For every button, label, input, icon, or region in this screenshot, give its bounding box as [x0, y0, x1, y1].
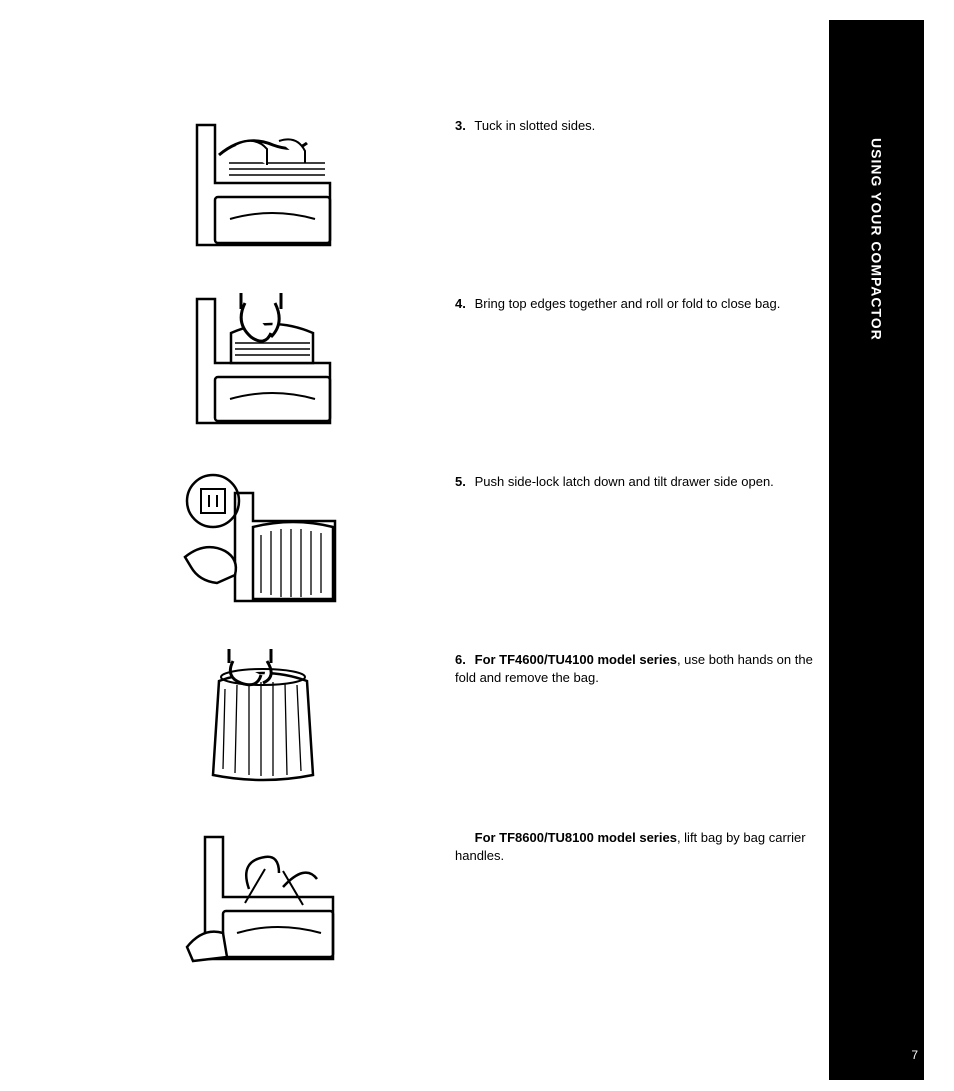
- page-number: 7: [911, 1048, 918, 1062]
- illustration-roll-edges: [175, 293, 350, 433]
- instruction-row: 6. For TF4600/TU4100 model series, use b…: [175, 649, 815, 789]
- illustration-lift-handles: [175, 827, 350, 967]
- step-number: 6.: [455, 651, 471, 669]
- illustration-side-lock: [175, 471, 350, 611]
- instruction-row: 4. Bring top edges together and roll or …: [175, 293, 815, 433]
- step-text: Tuck in slotted sides.: [474, 118, 595, 133]
- section-tab: USING YOUR COMPACTOR 7: [829, 20, 924, 1080]
- instruction-step: 3. Tuck in slotted sides.: [455, 115, 815, 135]
- section-tab-label: USING YOUR COMPACTOR: [869, 138, 885, 341]
- illustration-tuck-sides: [175, 115, 350, 255]
- step-number: 4.: [455, 295, 471, 313]
- instruction-step: For TF8600/TU8100 model series, lift bag…: [455, 827, 815, 864]
- instruction-step: 4. Bring top edges together and roll or …: [455, 293, 815, 313]
- manual-page: USING YOUR COMPACTOR 7 3.: [0, 0, 954, 1091]
- instruction-step: 5. Push side-lock latch down and tilt dr…: [455, 471, 815, 491]
- instruction-list: 3. Tuck in slotted sides.: [175, 115, 815, 1005]
- step-bold-lead: For TF8600/TU8100 model series: [475, 830, 677, 845]
- step-number: 5.: [455, 473, 471, 491]
- step-number: 3.: [455, 117, 471, 135]
- step-text: Bring top edges together and roll or fol…: [475, 296, 781, 311]
- instruction-step: 6. For TF4600/TU4100 model series, use b…: [455, 649, 815, 686]
- instruction-row: For TF8600/TU8100 model series, lift bag…: [175, 827, 815, 967]
- step-bold-lead: For TF4600/TU4100 model series: [475, 652, 677, 667]
- step-text: Push side-lock latch down and tilt drawe…: [475, 474, 774, 489]
- illustration-remove-bag: [175, 649, 350, 789]
- instruction-row: 5. Push side-lock latch down and tilt dr…: [175, 471, 815, 611]
- instruction-row: 3. Tuck in slotted sides.: [175, 115, 815, 255]
